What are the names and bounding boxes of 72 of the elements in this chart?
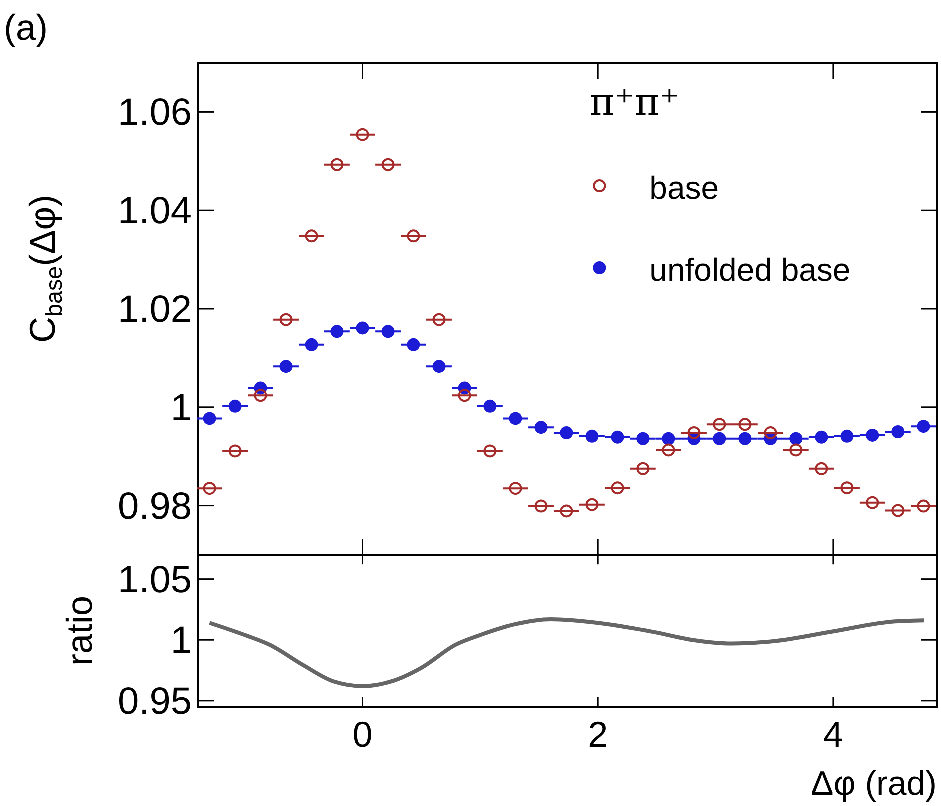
legend-title: π⁺π⁺ <box>590 80 680 124</box>
point <box>611 482 624 495</box>
point <box>356 128 370 142</box>
point <box>866 428 880 442</box>
point <box>484 444 497 458</box>
point <box>280 360 293 374</box>
point <box>203 412 216 426</box>
point <box>917 500 930 513</box>
point <box>586 498 599 512</box>
point <box>509 412 522 426</box>
point <box>840 430 854 443</box>
point <box>611 430 624 444</box>
point <box>509 482 522 496</box>
point <box>432 313 446 326</box>
y-tick-label: 1.04 <box>118 190 192 233</box>
point <box>662 432 676 446</box>
point <box>815 462 828 476</box>
y-tick-label: 1.06 <box>118 92 192 134</box>
point <box>203 482 216 496</box>
point <box>840 482 854 495</box>
point <box>738 432 752 446</box>
point <box>280 313 293 326</box>
point <box>738 418 752 432</box>
point <box>917 420 930 434</box>
y-axis-title: ratio <box>59 596 100 666</box>
y-tick-label: 1.02 <box>118 289 192 331</box>
point <box>713 432 726 446</box>
x-tick-label: 0 <box>352 714 373 755</box>
point <box>305 338 318 352</box>
point <box>713 418 726 432</box>
point <box>534 500 548 513</box>
point <box>560 426 574 440</box>
point <box>356 322 370 335</box>
point <box>560 504 574 518</box>
point <box>228 444 242 458</box>
point <box>484 400 497 413</box>
point <box>407 230 420 243</box>
point <box>892 504 905 518</box>
legend-label: base <box>650 170 720 206</box>
point <box>254 389 268 402</box>
y-tick-label: 0.98 <box>118 486 192 528</box>
point <box>330 158 344 172</box>
legend-label: unfolded base <box>650 252 851 288</box>
point <box>407 338 420 352</box>
point <box>764 426 778 440</box>
point <box>892 426 905 438</box>
point <box>382 158 395 172</box>
point <box>305 230 318 243</box>
y-tick-label: 1 <box>170 620 192 662</box>
point <box>228 400 242 413</box>
point <box>330 325 344 338</box>
x-axis-title: Δφ (rad) <box>811 765 937 803</box>
point <box>432 360 446 374</box>
point <box>636 432 650 446</box>
point <box>534 421 548 434</box>
point <box>866 496 880 510</box>
point <box>790 432 803 446</box>
point <box>458 389 472 402</box>
point <box>586 430 599 443</box>
y-tick-label: 1 <box>170 387 192 430</box>
point <box>636 462 650 476</box>
point <box>815 430 828 444</box>
point <box>382 325 395 338</box>
y-tick-label: 0.95 <box>118 680 192 723</box>
point <box>662 444 676 457</box>
point <box>688 426 701 440</box>
point <box>790 444 803 457</box>
x-tick-label: 4 <box>823 714 844 755</box>
line-series <box>208 617 926 688</box>
x-tick-label: 2 <box>588 714 608 755</box>
y-tick-label: 1.05 <box>118 559 192 602</box>
chart-title: (a) <box>4 7 48 48</box>
